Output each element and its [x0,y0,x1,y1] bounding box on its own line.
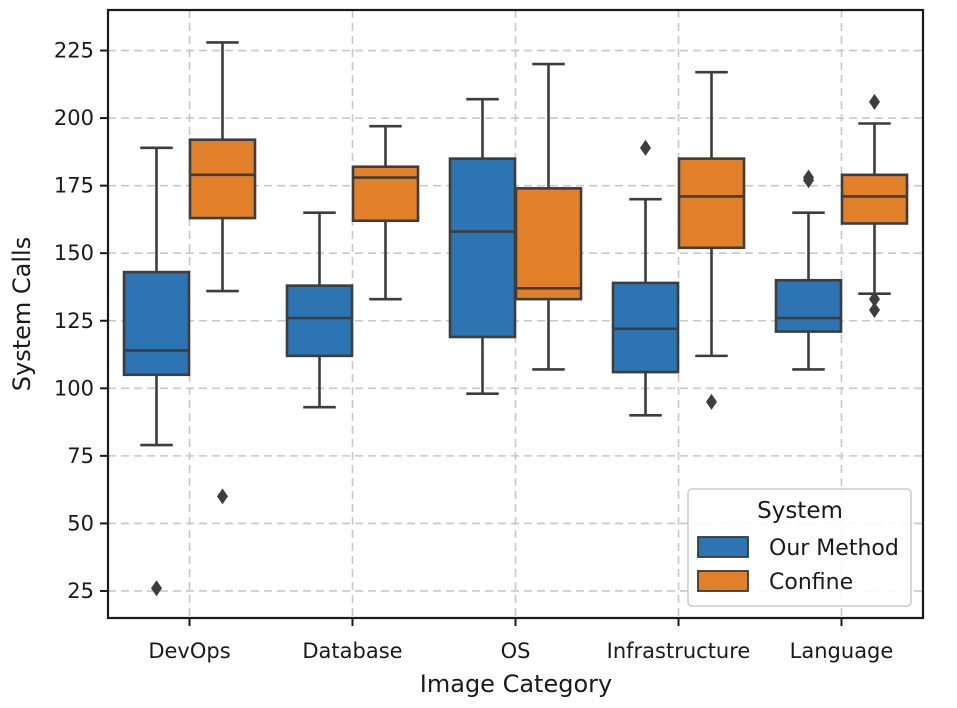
box-group [774,169,843,371]
outlier-marker [869,291,880,308]
box-group [351,124,420,301]
box-group [514,62,583,371]
box-iqr [840,173,909,225]
x-tick-label: DevOps [148,639,230,663]
box-iqr [448,157,517,339]
legend: System Our Method Confine [687,488,912,607]
box-iqr [774,278,843,333]
y-tick-label: 150 [54,241,94,265]
box-iqr [351,165,420,223]
box-iqr [188,138,257,220]
y-tick-label: 100 [54,376,94,400]
outlier-marker [706,393,717,410]
outlier-marker [869,93,880,110]
legend-swatch-our-method [697,536,749,558]
tick-layer: 25 50 75 100 125 150 175 200 225 DevOps Database OS… [54,39,893,663]
legend-label-confine: Confine [769,570,853,595]
x-axis-title: Image Category [420,670,612,698]
box-group [122,146,191,597]
box-layer [122,41,909,597]
outlier-marker [640,139,651,156]
box-group [188,41,257,505]
legend-title: System [757,498,843,524]
outlier-marker [869,301,880,318]
box-iqr [611,281,680,374]
outlier-marker [217,488,228,505]
box-iqr [122,270,191,377]
x-tick-label: Infrastructure [607,639,751,663]
legend-label-our-method: Our Method [769,536,899,561]
box-group [840,93,909,318]
y-tick-label: 175 [54,174,94,198]
box-iqr [677,157,746,250]
x-tick-label: Language [790,639,894,663]
box-group [677,70,746,410]
legend-swatch-confine [697,570,749,592]
box-iqr [285,284,354,358]
box-group [448,97,517,396]
outlier-marker [151,580,162,597]
x-tick-label: Database [302,639,402,663]
x-tick-label: OS [501,639,531,663]
y-tick-label: 225 [54,39,94,63]
y-tick-label: 200 [54,106,94,130]
y-axis-title: System Calls [8,237,36,391]
box-iqr [514,187,583,301]
y-tick-label: 50 [67,511,94,535]
outlier-marker [803,169,814,186]
y-tick-label: 75 [67,444,94,468]
box-group [611,139,680,417]
y-tick-label: 125 [54,309,94,333]
y-tick-label: 25 [67,579,94,603]
box-group [285,211,354,409]
